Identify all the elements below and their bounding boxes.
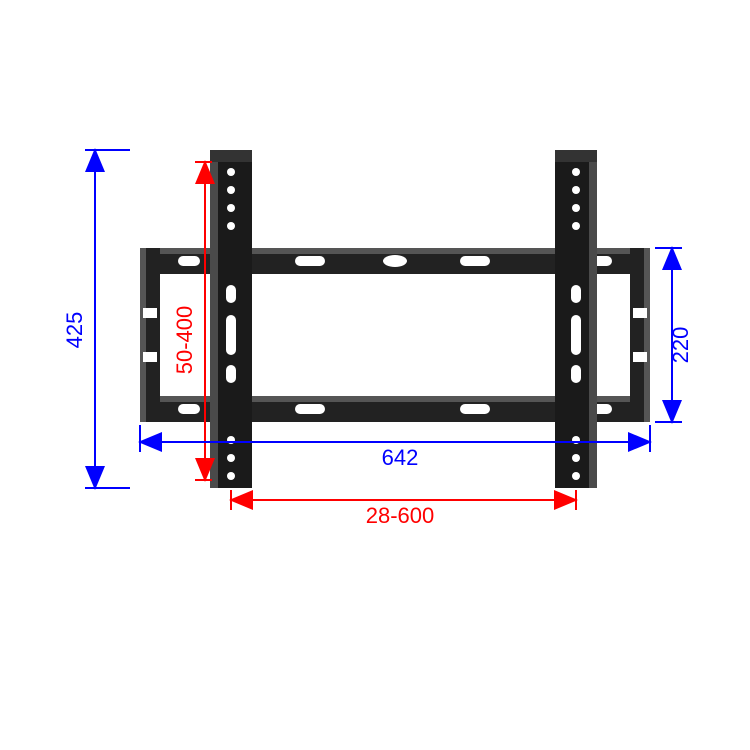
dim-plate-width-label: 642 — [382, 445, 419, 470]
dim-overall-height: 425 — [62, 150, 130, 488]
dim-vesa-height: 50-400 — [172, 162, 212, 480]
dim-vesa-width: 28-600 — [231, 490, 576, 528]
dim-vesa-height-label: 50-400 — [172, 306, 197, 375]
dimension-diagram: 425 50-400 220 642 28-600 — [0, 0, 750, 750]
vertical-arm-right — [555, 150, 597, 488]
vertical-arm-left — [210, 150, 252, 488]
dim-plate-height-label: 220 — [668, 327, 693, 364]
dim-overall-height-label: 425 — [62, 312, 87, 349]
dim-vesa-width-label: 28-600 — [366, 503, 435, 528]
dim-plate-height: 220 — [655, 248, 693, 422]
